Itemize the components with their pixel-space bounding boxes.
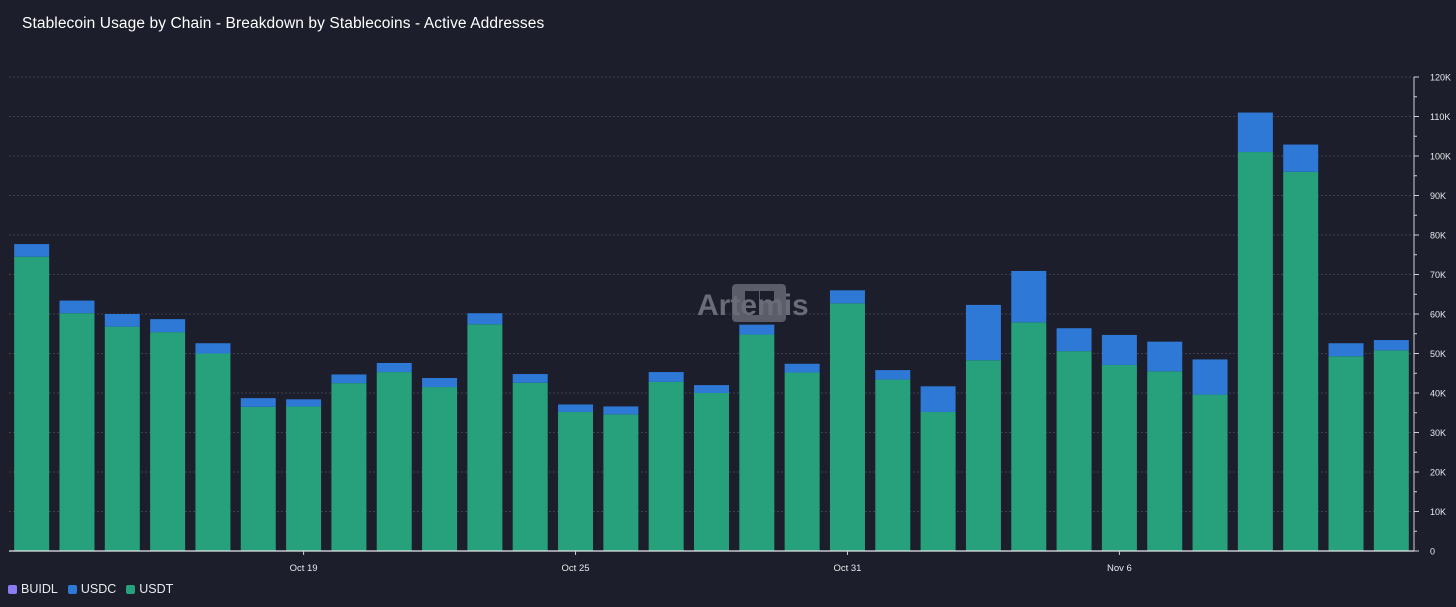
- artemis-logo-icon-inner: [745, 291, 759, 315]
- bar-usdc[interactable]: [603, 406, 639, 415]
- bar-usdc[interactable]: [920, 386, 956, 412]
- y-tick-label: 120K: [1430, 73, 1451, 83]
- y-tick-label: 0: [1430, 547, 1435, 557]
- bar-usdt[interactable]: [1011, 322, 1047, 551]
- legend-swatch-usdc: [67, 584, 77, 594]
- bars-layer: [14, 112, 1409, 552]
- bar-usdc[interactable]: [1237, 112, 1273, 153]
- bar-usdc[interactable]: [1056, 328, 1092, 352]
- bar-usdc[interactable]: [331, 374, 367, 384]
- bar-usdt[interactable]: [1101, 364, 1137, 551]
- bar-usdt[interactable]: [467, 324, 503, 551]
- bar-usdc[interactable]: [694, 385, 729, 393]
- bar-usdt[interactable]: [1056, 351, 1092, 551]
- bar-usdc[interactable]: [1147, 341, 1183, 372]
- bar-usdc[interactable]: [422, 377, 458, 388]
- bar-usdt[interactable]: [14, 256, 50, 551]
- bar-usdt[interactable]: [1237, 152, 1273, 552]
- bar-usdt[interactable]: [331, 383, 367, 551]
- bar-usdt[interactable]: [739, 334, 775, 551]
- bar-usdc[interactable]: [648, 372, 684, 382]
- bar-usdt[interactable]: [694, 393, 729, 551]
- bar-usdt[interactable]: [104, 326, 140, 551]
- watermark: Artemis: [697, 284, 809, 322]
- bar-usdt[interactable]: [195, 353, 231, 552]
- bar-usdt[interactable]: [286, 406, 322, 551]
- y-tick-label: 100K: [1430, 152, 1451, 162]
- bar-usdc[interactable]: [1101, 334, 1137, 365]
- bar-usdc[interactable]: [467, 313, 503, 325]
- bar-usdt[interactable]: [376, 372, 412, 551]
- bar-usdt[interactable]: [920, 411, 956, 551]
- legend: BUIDL USDC USDT: [8, 582, 173, 596]
- legend-swatch-usdt: [126, 584, 136, 594]
- y-tick-label: 50K: [1430, 349, 1446, 359]
- legend-item-buidl[interactable]: BUIDL: [8, 582, 58, 596]
- bar-usdc[interactable]: [59, 300, 95, 314]
- bar-usdt[interactable]: [59, 313, 95, 551]
- legend-item-usdt[interactable]: USDT: [126, 582, 173, 596]
- y-tick-label: 90K: [1430, 191, 1446, 201]
- bar-usdt[interactable]: [1147, 371, 1183, 551]
- bar-usdc[interactable]: [1328, 343, 1364, 357]
- bar-usdc[interactable]: [240, 398, 276, 407]
- bar-usdc[interactable]: [829, 290, 865, 304]
- bar-usdt[interactable]: [829, 303, 865, 551]
- y-tick-label: 30K: [1430, 428, 1446, 438]
- bar-usdt[interactable]: [1283, 171, 1319, 552]
- bar-usdc[interactable]: [1192, 359, 1228, 395]
- bar-usdt[interactable]: [512, 382, 548, 551]
- y-tick-label: 60K: [1430, 310, 1446, 320]
- bar-usdt[interactable]: [603, 414, 639, 551]
- bar-usdc[interactable]: [1373, 340, 1409, 351]
- axis-layer: 0 10K 20K 30K 40K 50K 60K 70K 80K 90K 100K 110K 120K…: [9, 73, 1451, 574]
- y-tick-label: 10K: [1430, 507, 1446, 517]
- bar-usdt[interactable]: [1328, 356, 1364, 551]
- bar-usdt[interactable]: [1192, 394, 1228, 551]
- y-tick-label: 80K: [1430, 231, 1446, 241]
- legend-swatch-buidl: [8, 584, 17, 594]
- bar-usdt[interactable]: [150, 332, 186, 551]
- bar-usdc[interactable]: [195, 343, 231, 354]
- bar-usdc[interactable]: [104, 314, 140, 327]
- bar-usdc[interactable]: [14, 244, 50, 257]
- bar-usdc[interactable]: [739, 324, 775, 335]
- bar-usdc[interactable]: [376, 362, 412, 373]
- bar-usdc[interactable]: [1283, 144, 1319, 172]
- bar-usdt[interactable]: [240, 406, 276, 551]
- y-tick-label: 110K: [1430, 112, 1450, 122]
- x-tick-label: Oct 25: [562, 563, 590, 574]
- bar-usdt[interactable]: [784, 372, 820, 551]
- bar-usdc[interactable]: [286, 399, 322, 407]
- bar-usdt[interactable]: [648, 381, 684, 551]
- x-tick-label: Oct 31: [833, 563, 861, 574]
- bar-usdt[interactable]: [1373, 350, 1409, 551]
- legend-item-usdc[interactable]: USDC: [67, 582, 117, 596]
- bar-usdt[interactable]: [875, 379, 911, 551]
- legend-label-usdc: USDC: [80, 582, 117, 596]
- bar-usdt[interactable]: [558, 411, 594, 551]
- y-tick-label: 70K: [1430, 270, 1446, 280]
- bar-usdt[interactable]: [965, 360, 1001, 551]
- bar-usdt[interactable]: [422, 387, 458, 551]
- bar-usdc[interactable]: [150, 319, 186, 333]
- bar-usdc[interactable]: [1011, 270, 1047, 323]
- bar-usdc[interactable]: [875, 370, 911, 380]
- artemis-logo-icon-mark: [760, 291, 774, 301]
- bar-usdc[interactable]: [512, 374, 548, 383]
- y-tick-label: 40K: [1430, 389, 1446, 399]
- bar-usdc[interactable]: [965, 304, 1001, 361]
- chart-title: Stablecoin Usage by Chain - Breakdown by…: [22, 15, 545, 32]
- watermark-text: Artemis: [697, 289, 809, 322]
- bar-usdc[interactable]: [784, 363, 820, 373]
- legend-label-buidl: BUIDL: [21, 582, 58, 596]
- y-tick-label: 20K: [1430, 468, 1446, 478]
- x-tick-label: Oct 19: [290, 563, 318, 574]
- legend-label-usdt: USDT: [139, 582, 174, 596]
- x-tick-label: Nov 6: [1107, 563, 1132, 574]
- bar-usdc[interactable]: [558, 404, 594, 412]
